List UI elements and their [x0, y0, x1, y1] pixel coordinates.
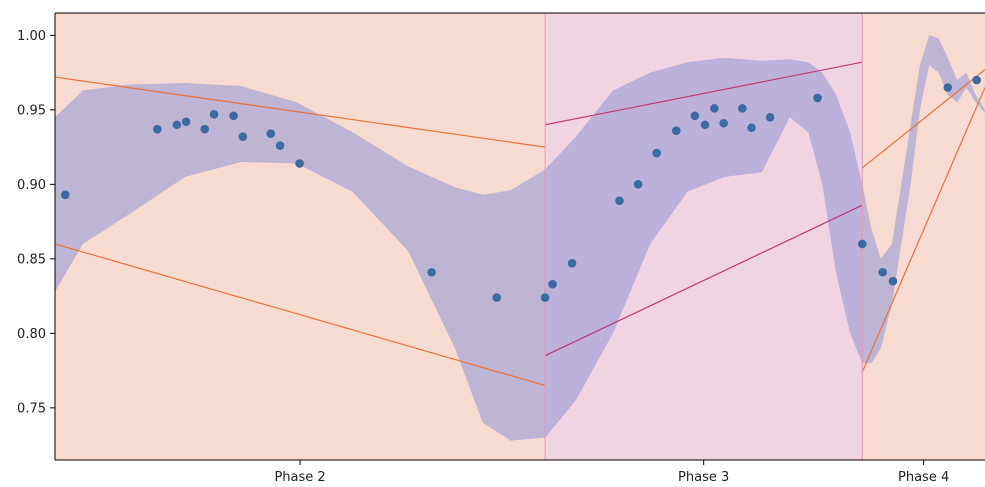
data-point — [200, 124, 210, 134]
data-point — [615, 196, 624, 206]
trend-lines-layer — [54, 61, 985, 387]
y-tick-label: 0.90 — [17, 178, 46, 193]
axes: 0.75 0.80 0.85 0.90 0.95 1.00 Phase 2 Phase 3 Ph… — [17, 12, 985, 485]
data-point — [878, 267, 887, 277]
data-point — [690, 111, 700, 121]
data-point — [633, 180, 643, 189]
data-point — [172, 120, 182, 130]
data-point — [737, 104, 747, 113]
trend-line-5 — [861, 69, 985, 169]
data-point — [427, 267, 436, 277]
data-point — [275, 141, 285, 150]
trend-line-2 — [54, 243, 546, 387]
phase-dividers — [544, 13, 863, 460]
trend-line-4 — [544, 204, 863, 357]
data-point — [540, 293, 550, 302]
y-tick-label: 1.00 — [17, 29, 46, 44]
data-point — [567, 259, 577, 268]
y-tick-label: 0.95 — [17, 103, 46, 118]
data-point — [548, 279, 557, 289]
data-point — [671, 126, 681, 136]
data-point — [700, 120, 710, 130]
data-point — [710, 104, 719, 113]
data-point — [972, 75, 981, 85]
data-point — [60, 190, 70, 200]
data-point — [181, 117, 191, 127]
data-point — [238, 132, 248, 141]
data-point — [652, 148, 662, 158]
data-point — [747, 123, 756, 133]
scatter-points — [60, 75, 981, 302]
x-tick-label: Phase 3 — [678, 470, 729, 483]
y-tick-label: 0.85 — [17, 252, 46, 267]
data-point — [295, 159, 304, 168]
confidence-band — [55, 35, 985, 441]
trend-line-6 — [861, 87, 985, 373]
x-tick-label: Phase 4 — [898, 470, 949, 483]
y-tick-label: 0.75 — [17, 401, 46, 416]
data-point — [943, 83, 953, 92]
data-point — [229, 111, 238, 121]
confidence-band-layer — [55, 35, 985, 441]
x-tick-label: Phase 2 — [274, 470, 325, 483]
data-point — [765, 113, 775, 122]
trend-line-1 — [54, 76, 546, 148]
data-point — [813, 93, 822, 103]
data-point — [153, 124, 162, 134]
data-point — [209, 110, 219, 119]
data-point — [857, 239, 867, 249]
data-point — [266, 129, 276, 138]
y-tick-label: 0.80 — [17, 327, 46, 342]
trend-line-3 — [544, 61, 863, 126]
data-point — [719, 118, 728, 128]
data-point — [888, 276, 898, 286]
data-point — [492, 293, 502, 302]
